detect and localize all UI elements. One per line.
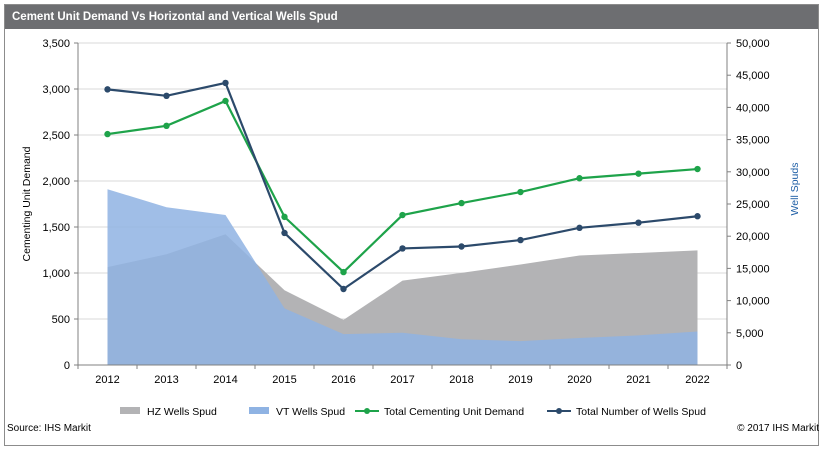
right-tick-label: 10,000 <box>736 296 770 308</box>
left-tick-label: 1,500 <box>42 222 70 234</box>
legend-label: VT Wells Spud <box>276 406 345 418</box>
right-tick-label: 40,000 <box>736 102 770 114</box>
data-point <box>104 130 111 138</box>
data-point <box>163 122 170 129</box>
y2-axis-title: Well Spuds <box>789 163 801 216</box>
x-tick-label: 2022 <box>685 374 709 386</box>
x-tick-label: 2015 <box>272 374 296 386</box>
data-point <box>694 165 701 173</box>
x-tick-label: 2017 <box>390 374 414 386</box>
chart-title: Cement Unit Demand Vs Horizontal and Ver… <box>5 5 818 29</box>
right-tick-label: 5,000 <box>736 328 764 340</box>
data-point <box>222 97 229 105</box>
left-tick-label: 3,500 <box>42 38 70 50</box>
legend-swatch <box>249 407 269 414</box>
data-point <box>340 285 347 293</box>
data-point <box>635 219 642 226</box>
left-tick-label: 3,000 <box>42 84 70 96</box>
right-tick-label: 25,000 <box>736 199 770 211</box>
data-point <box>399 245 406 252</box>
right-tick-label: 15,000 <box>736 263 770 275</box>
left-tick-label: 2,500 <box>42 130 70 142</box>
data-point <box>281 229 288 237</box>
right-tick-label: 35,000 <box>736 135 770 147</box>
right-tick-label: 50,000 <box>736 38 770 50</box>
x-tick-label: 2012 <box>95 374 119 386</box>
x-tick-label: 2013 <box>154 374 178 386</box>
left-tick-label: 2,000 <box>42 176 70 188</box>
legend-swatch <box>120 407 140 414</box>
x-tick-label: 2018 <box>449 374 473 386</box>
data-point <box>399 211 406 219</box>
data-point <box>517 188 524 196</box>
x-tick-label: 2019 <box>508 374 532 386</box>
data-point <box>458 199 465 207</box>
data-point <box>104 86 111 93</box>
legend-label: Total Number of Wells Spud <box>576 406 706 418</box>
data-point <box>635 170 642 177</box>
right-tick-label: 45,000 <box>736 70 770 82</box>
legend-marker <box>364 408 370 414</box>
data-point <box>222 79 229 87</box>
data-point <box>517 236 524 244</box>
legend-label: HZ Wells Spud <box>147 406 217 418</box>
data-point <box>281 213 288 221</box>
data-point <box>163 92 170 100</box>
y-axis-title: Cementing Unit Demand <box>21 146 33 261</box>
copyright-note: © 2017 IHS Markit <box>737 423 819 434</box>
legend-marker <box>556 408 562 414</box>
x-tick-label: 2014 <box>213 374 237 386</box>
data-point <box>576 175 583 182</box>
right-tick-label: 20,000 <box>736 231 770 243</box>
left-tick-label: 1,000 <box>42 268 70 280</box>
data-point <box>458 243 465 250</box>
data-point <box>340 268 347 276</box>
data-point <box>576 224 583 232</box>
left-tick-label: 500 <box>52 314 70 326</box>
x-tick-label: 2020 <box>567 374 591 386</box>
source-note: Source: IHS Markit <box>7 423 91 434</box>
area-vt-wells-spud <box>107 189 698 365</box>
x-tick-label: 2021 <box>626 374 650 386</box>
data-point <box>694 213 701 220</box>
legend-label: Total Cementing Unit Demand <box>384 406 524 418</box>
right-tick-label: 30,000 <box>736 167 770 179</box>
right-tick-label: 0 <box>736 360 742 372</box>
x-tick-label: 2016 <box>331 374 355 386</box>
left-tick-label: 0 <box>64 360 70 372</box>
